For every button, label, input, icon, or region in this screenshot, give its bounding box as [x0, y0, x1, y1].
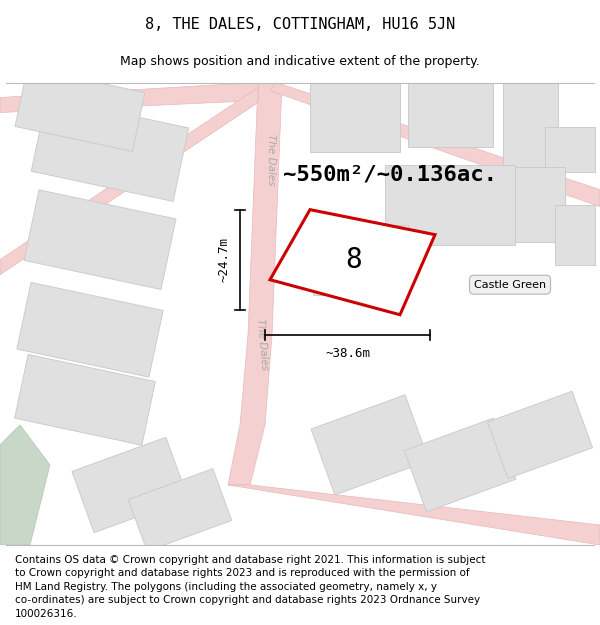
Text: ~38.6m: ~38.6m	[325, 347, 370, 360]
Bar	[515, 167, 565, 242]
Polygon shape	[270, 209, 435, 315]
Polygon shape	[0, 88, 258, 275]
Bar	[15, 68, 145, 151]
Bar	[14, 354, 155, 445]
Bar	[313, 224, 407, 295]
Bar	[31, 98, 189, 201]
Text: 8, THE DALES, COTTINGHAM, HU16 5JN: 8, THE DALES, COTTINGHAM, HU16 5JN	[145, 18, 455, 32]
Text: ~550m²/~0.136ac.: ~550m²/~0.136ac.	[283, 164, 497, 184]
Text: Map shows position and indicative extent of the property.: Map shows position and indicative extent…	[120, 56, 480, 68]
Polygon shape	[0, 82, 258, 112]
Bar	[487, 391, 593, 479]
Bar	[404, 418, 516, 512]
Bar	[310, 81, 400, 152]
Polygon shape	[228, 485, 600, 545]
Bar	[24, 190, 176, 289]
Bar	[407, 82, 493, 147]
Polygon shape	[228, 82, 282, 485]
Polygon shape	[0, 425, 50, 545]
Bar	[555, 204, 595, 265]
Bar	[72, 438, 188, 532]
Bar	[128, 469, 232, 551]
Polygon shape	[270, 82, 600, 207]
Text: The Dales: The Dales	[266, 134, 276, 186]
Bar	[311, 395, 429, 495]
Bar	[545, 127, 595, 172]
Text: The Dales: The Dales	[255, 319, 269, 371]
Text: Contains OS data © Crown copyright and database right 2021. This information is : Contains OS data © Crown copyright and d…	[15, 554, 485, 619]
Bar	[503, 79, 557, 169]
Bar	[385, 164, 515, 244]
Text: ~24.7m: ~24.7m	[217, 238, 230, 282]
Bar	[17, 282, 163, 377]
Text: 8: 8	[346, 246, 362, 274]
Text: Castle Green: Castle Green	[474, 280, 546, 290]
